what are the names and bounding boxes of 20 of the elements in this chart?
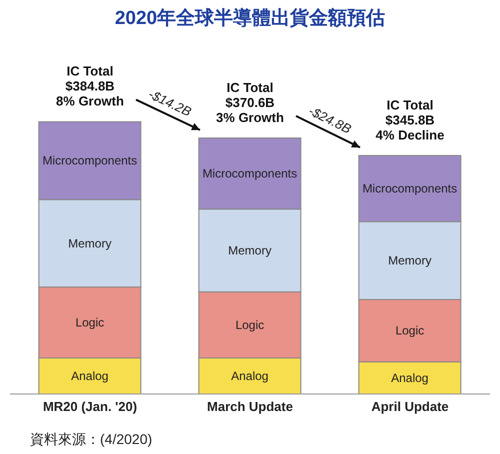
text: Logic	[235, 318, 264, 332]
x-tick-label: March Update	[207, 399, 293, 414]
chart-title: 2020年全球半導體出貨金額預估	[114, 7, 386, 29]
text: Microcomponents	[42, 154, 138, 168]
text: Memory	[68, 236, 112, 250]
text: Analog	[71, 369, 108, 384]
annotation: IC Total $384.8B 8% Growth	[56, 64, 124, 109]
text: Microcomponents	[362, 182, 458, 196]
source-note: 資料來源：(4/2020)	[30, 431, 152, 447]
series-label: Memory	[228, 243, 272, 258]
x-tick-label: April Update	[371, 399, 449, 414]
text: Logic	[75, 316, 104, 330]
series-label: Microcomponents	[202, 166, 298, 181]
annotation: IC Total $345.8B 4% Decline	[376, 97, 444, 142]
series-label: Logic	[395, 324, 424, 338]
annotation: IC Total $370.6B 3% Growth	[216, 80, 284, 125]
x-tick-label: MR20 (Jan. '20)	[42, 399, 138, 414]
series-label: Analog	[391, 370, 428, 385]
text: Memory	[388, 254, 432, 268]
text: Analog	[231, 369, 268, 384]
